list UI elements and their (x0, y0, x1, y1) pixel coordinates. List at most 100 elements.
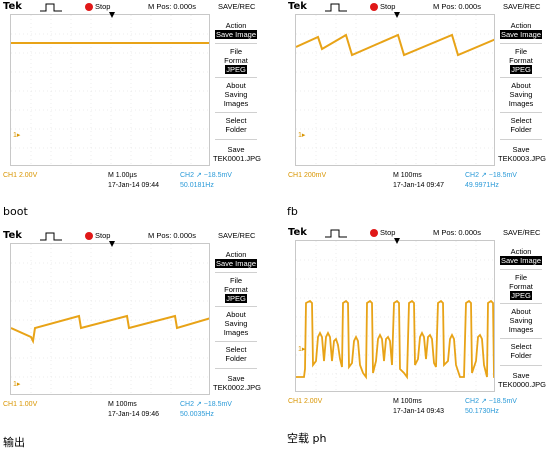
tek-logo: Tek (3, 230, 22, 241)
ch1-ground-marker: 1▸ (13, 132, 21, 139)
horizontal-position: M Pos: 0.000s (433, 2, 481, 11)
menu-folder-label[interactable]: Folder (225, 354, 247, 363)
menu-folder-label[interactable]: Folder (225, 125, 247, 134)
stop-indicator-icon (85, 3, 93, 11)
ch1-trace (11, 314, 209, 345)
readout-bar: CH1 200mV M 100ms 17-Jan-14 09:47 CH2 ↗ … (285, 169, 547, 195)
ch1-scale: CH1 1.00V (3, 401, 38, 408)
menu-folder-label[interactable]: Folder (510, 351, 532, 360)
frequency-readout: 50.0181Hz (180, 182, 214, 189)
menu-filename: TEK0000.JPG (498, 380, 546, 389)
menu-save-image[interactable]: Save Image (499, 256, 543, 265)
menu-select-label[interactable]: Select (225, 116, 247, 125)
horizontal-position: M Pos: 0.000s (148, 2, 196, 11)
menu-mode-title: SAVE/REC (218, 231, 256, 240)
ch1-trace (296, 299, 494, 380)
ch2-trigger: CH2 ↗ −18.5mV (465, 172, 517, 179)
menu-filename: TEK0002.JPG (213, 383, 261, 392)
menu-select-label[interactable]: Select (510, 342, 532, 351)
ch2-trigger: CH2 ↗ −18.5mV (180, 401, 232, 408)
menu-save-button[interactable]: Save (227, 145, 245, 154)
menu-format-label: Format (509, 282, 533, 291)
waveform-display: 1▸ (10, 243, 210, 395)
menu-file-label: File (514, 273, 528, 282)
menu-select-label[interactable]: Select (510, 116, 532, 125)
menu-filename: TEK0001.JPG (213, 154, 261, 163)
trigger-position-icon (109, 241, 115, 247)
trigger-pulse-icon (325, 3, 347, 12)
menu-action-label: Action (225, 21, 247, 30)
waveform-display: 1▸ (295, 240, 495, 392)
menu-select-label[interactable]: Select (225, 345, 247, 354)
ch1-ground-marker: 1▸ (298, 132, 306, 139)
menu-action-label: Action (510, 247, 532, 256)
ch2-trigger: CH2 ↗ −18.5mV (465, 398, 517, 405)
menu-save-button[interactable]: Save (512, 145, 530, 154)
menu-about-label[interactable]: About (511, 307, 531, 316)
menu-mode-title: SAVE/REC (503, 228, 541, 237)
graticule (11, 15, 209, 165)
frequency-readout: 50.1730Hz (465, 408, 499, 415)
graticule (11, 244, 209, 394)
trigger-position-icon (394, 12, 400, 18)
status-bar: Tek Stop M Pos: 0.000s SAVE/REC (285, 226, 547, 240)
status-bar: Tek Stop M Pos: 0.000s SAVE/REC (0, 0, 262, 14)
menu-saving-label[interactable]: Saving (509, 316, 533, 325)
menu-jpeg-option[interactable]: JPEG (225, 65, 247, 74)
menu-save-button[interactable]: Save (227, 374, 245, 383)
horizontal-position: M Pos: 0.000s (148, 231, 196, 240)
caption-fb: fb (287, 205, 298, 218)
status-bar: Tek Stop M Pos: 0.000s SAVE/REC (0, 229, 262, 243)
trigger-position-icon (109, 12, 115, 18)
acquisition-status: Stop (380, 2, 396, 11)
caption-ph: 空载 ph (287, 432, 327, 445)
menu-images-label[interactable]: Images (508, 99, 534, 108)
menu-folder-label[interactable]: Folder (510, 125, 532, 134)
menu-jpeg-option[interactable]: JPEG (510, 65, 532, 74)
tek-logo: Tek (288, 1, 307, 12)
menu-jpeg-option[interactable]: JPEG (225, 294, 247, 303)
status-bar: Tek Stop M Pos: 0.000s SAVE/REC (285, 0, 547, 14)
menu-saving-label[interactable]: Saving (224, 319, 248, 328)
menu-mode-title: SAVE/REC (218, 2, 256, 11)
acquisition-status: Stop (95, 2, 111, 11)
graticule (296, 15, 494, 165)
ch1-scale: CH1 2.00V (288, 398, 323, 405)
menu-save-image[interactable]: Save Image (214, 30, 258, 39)
menu-images-label[interactable]: Images (508, 325, 534, 334)
frequency-readout: 50.0035Hz (180, 411, 214, 418)
side-menu: Action Save Image File Format JPEG About… (498, 243, 546, 393)
ch1-ground-marker: 1▸ (13, 381, 21, 388)
menu-format-label: Format (224, 285, 248, 294)
scope-panel-output: Tek Stop M Pos: 0.000s SAVE/REC 1▸ Actio… (0, 229, 262, 424)
caption-boot: boot (3, 205, 28, 218)
graticule (296, 241, 494, 391)
menu-about-label[interactable]: About (226, 81, 246, 90)
menu-saving-label[interactable]: Saving (509, 90, 533, 99)
menu-images-label[interactable]: Images (223, 328, 249, 337)
timebase: M 100ms (393, 398, 422, 405)
menu-save-image[interactable]: Save Image (214, 259, 258, 268)
menu-format-label: Format (224, 56, 248, 65)
ch1-scale: CH1 200mV (288, 172, 327, 179)
menu-mode-title: SAVE/REC (503, 2, 541, 11)
menu-saving-label[interactable]: Saving (224, 90, 248, 99)
menu-about-label[interactable]: About (226, 310, 246, 319)
timestamp: 17-Jan-14 09:47 (393, 182, 444, 189)
caption-output: 输出 (3, 436, 25, 449)
menu-jpeg-option[interactable]: JPEG (510, 291, 532, 300)
menu-about-label[interactable]: About (511, 81, 531, 90)
scope-panel-fb: Tek Stop M Pos: 0.000s SAVE/REC 1▸ Actio… (285, 0, 547, 195)
readout-bar: CH1 1.00V M 100ms 17-Jan-14 09:46 CH2 ↗ … (0, 398, 262, 424)
waveform-display: 1▸ (10, 14, 210, 166)
menu-action-label: Action (510, 21, 532, 30)
menu-save-button[interactable]: Save (512, 371, 530, 380)
menu-images-label[interactable]: Images (223, 99, 249, 108)
waveform-display: 1▸ (295, 14, 495, 166)
menu-action-label: Action (225, 250, 247, 259)
timestamp: 17-Jan-14 09:44 (108, 182, 159, 189)
tek-logo: Tek (288, 227, 307, 238)
scope-panel-boot: Tek Stop M Pos: 0.000s SAVE/REC 1▸ Actio… (0, 0, 262, 195)
trigger-pulse-icon (40, 232, 62, 241)
menu-save-image[interactable]: Save Image (499, 30, 543, 39)
